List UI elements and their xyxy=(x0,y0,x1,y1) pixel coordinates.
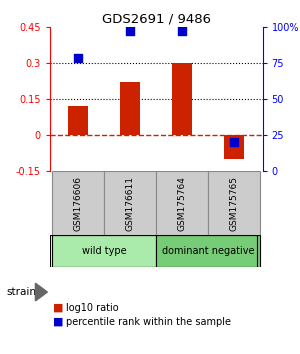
Bar xyxy=(52,235,156,267)
Text: wild type: wild type xyxy=(82,246,126,256)
Bar xyxy=(104,171,156,235)
Text: log10 ratio: log10 ratio xyxy=(66,303,118,313)
Text: ■: ■ xyxy=(52,317,63,327)
Point xyxy=(232,139,236,145)
Bar xyxy=(172,63,192,135)
Title: GDS2691 / 9486: GDS2691 / 9486 xyxy=(101,12,211,25)
Text: strain: strain xyxy=(6,287,36,297)
Bar xyxy=(156,171,208,235)
Bar xyxy=(224,135,244,159)
Text: ■: ■ xyxy=(52,303,63,313)
Bar xyxy=(68,106,88,135)
Polygon shape xyxy=(35,283,47,301)
Bar xyxy=(156,235,260,267)
Text: GSM175764: GSM175764 xyxy=(178,176,187,230)
Text: GSM176611: GSM176611 xyxy=(125,176,134,230)
Text: dominant negative: dominant negative xyxy=(162,246,254,256)
Point xyxy=(128,28,132,34)
Text: GSM176606: GSM176606 xyxy=(74,176,82,230)
Point xyxy=(76,56,80,61)
Text: percentile rank within the sample: percentile rank within the sample xyxy=(66,317,231,327)
Bar xyxy=(120,82,140,135)
Point xyxy=(180,28,184,34)
Bar xyxy=(52,171,104,235)
Text: GSM175765: GSM175765 xyxy=(230,176,238,230)
Bar xyxy=(208,171,260,235)
